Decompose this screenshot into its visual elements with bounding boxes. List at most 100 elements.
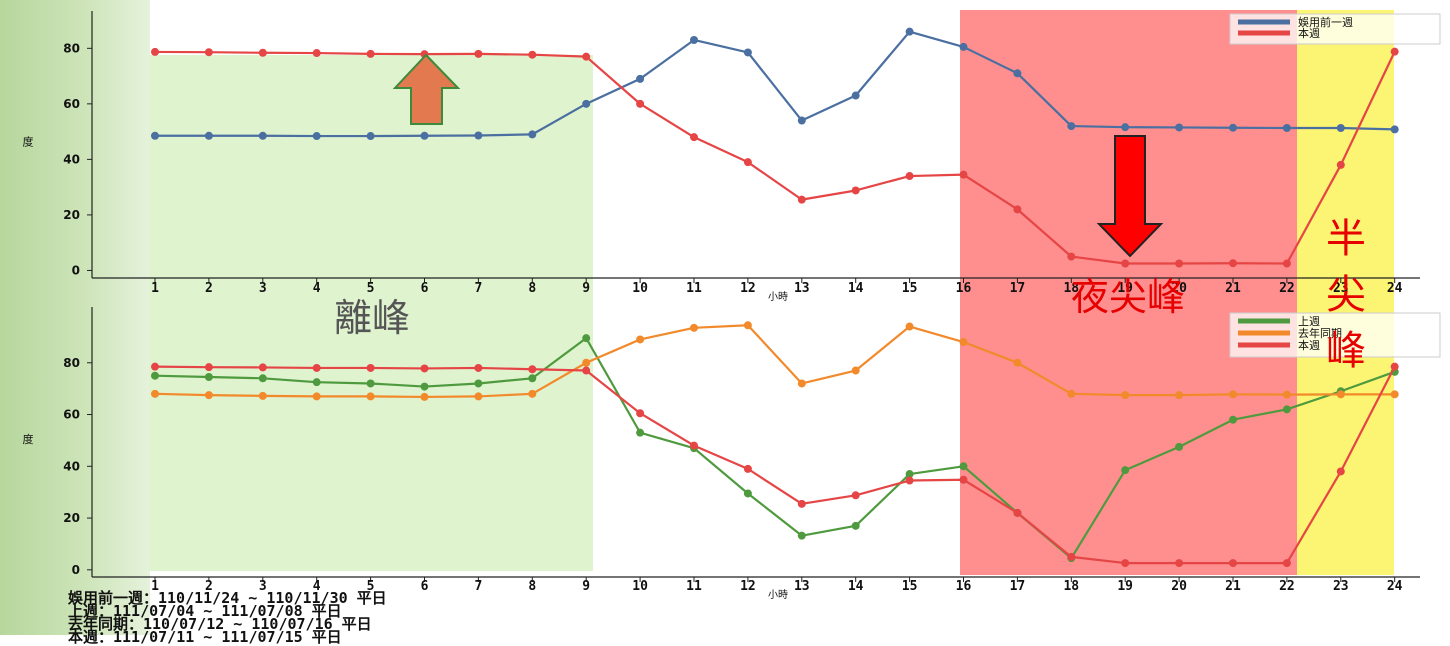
x-tick-label: 11	[686, 281, 702, 296]
data-point-last_year	[204, 391, 213, 400]
data-point-last_week	[312, 378, 321, 387]
data-point-last_year	[743, 321, 752, 330]
data-point-last_week	[528, 374, 537, 383]
zone-label-half-peak-1: 半	[1326, 216, 1366, 262]
x-tick-label: 14	[848, 281, 864, 296]
data-point-this_week	[959, 475, 968, 484]
data-point-last_week	[1282, 405, 1291, 414]
data-point-this_week	[1067, 252, 1076, 261]
data-point-last_year	[1175, 391, 1184, 400]
y-tick-label: 80	[63, 356, 80, 370]
data-point-last_week	[582, 334, 591, 343]
data-point-pre_month	[258, 131, 267, 140]
x-tick-label: 3	[259, 281, 267, 296]
series-line-last_year	[154, 324, 1395, 399]
note-line: 娛用前一週：110/11/24 ~ 110/11/30 平日	[68, 589, 387, 607]
series-line-last_week	[154, 337, 1396, 560]
data-point-pre_month	[151, 131, 159, 140]
x-tick-label: 21	[1225, 579, 1241, 594]
data-point-last_year	[474, 392, 483, 401]
data-point-this_week	[528, 365, 537, 374]
data-point-this_week	[1067, 552, 1076, 561]
data-point-last_week	[420, 382, 429, 391]
y-tick-label: 20	[63, 208, 80, 222]
arrow-down-icon	[1096, 135, 1164, 258]
x-tick-label: 13	[794, 579, 810, 594]
note-line: 本週：111/07/11 ~ 111/07/15 平日	[68, 628, 342, 646]
data-point-this_week	[1013, 205, 1022, 214]
y-tick-label: 40	[63, 459, 80, 473]
note-line: 上週：111/07/04 ~ 111/07/08 平日	[68, 602, 342, 620]
legend-label: 上週	[1298, 315, 1320, 328]
night-peak-zone	[960, 10, 1297, 575]
series-line-pre_month	[155, 30, 1395, 138]
x-axis-label: 小時	[768, 291, 788, 303]
data-point-pre_month	[1013, 69, 1022, 78]
data-point-this_week	[690, 133, 698, 142]
data-point-last_year	[1282, 390, 1291, 399]
x-tick-label: 13	[794, 281, 810, 296]
half-peak-zone	[1297, 10, 1394, 575]
data-point-this_week	[690, 441, 698, 450]
data-point-this_week	[312, 363, 321, 372]
x-tick-label: 4	[313, 281, 321, 296]
data-point-last_week	[204, 373, 213, 381]
x-tick-label: 6	[421, 579, 429, 594]
data-point-pre_month	[797, 116, 806, 125]
data-point-this_week	[204, 363, 213, 372]
data-point-last_week	[1121, 466, 1130, 475]
x-tick-label: 11	[686, 579, 702, 594]
legend-label: 去年同期	[1298, 326, 1342, 340]
data-point-last_year	[1229, 390, 1237, 399]
data-point-last_year	[1067, 389, 1076, 398]
data-point-last_year	[690, 323, 698, 332]
x-tick-label: 23	[1333, 579, 1349, 594]
data-point-pre_month	[1229, 123, 1237, 132]
data-point-pre_month	[1336, 124, 1345, 133]
data-point-this_week	[1229, 559, 1237, 568]
data-point-pre_month	[582, 99, 591, 108]
x-tick-label: 8	[528, 579, 536, 594]
data-point-last_week	[1229, 415, 1237, 424]
data-point-this_week	[1013, 508, 1022, 517]
data-point-last_week	[905, 470, 914, 479]
data-point-pre_month	[1175, 123, 1184, 132]
data-point-this_week	[797, 195, 806, 204]
x-tick-label: 5	[367, 281, 375, 296]
x-tick-label: 3	[259, 579, 267, 594]
data-point-last_year	[905, 322, 914, 331]
x-tick-label: 22	[1279, 579, 1295, 594]
data-point-last_year	[959, 338, 968, 347]
data-point-pre_month	[851, 91, 860, 100]
x-tick-label: 15	[902, 281, 918, 296]
data-point-this_week	[636, 99, 645, 108]
x-tick-label: 10	[632, 579, 648, 594]
x-tick-label: 24	[1387, 579, 1403, 594]
data-point-this_week	[743, 158, 752, 167]
data-point-this_week	[1336, 160, 1345, 169]
x-tick-label: 4	[313, 579, 321, 594]
x-tick-label: 19	[1117, 281, 1133, 296]
data-point-pre_month	[1390, 125, 1399, 134]
zone-label-half-peak-2: 尖	[1326, 272, 1366, 318]
arrow-up-icon	[392, 53, 461, 125]
data-point-pre_month	[743, 48, 752, 57]
data-point-this_week	[258, 48, 267, 57]
data-point-this_week	[582, 52, 591, 61]
data-point-pre_month	[312, 132, 321, 141]
data-point-this_week	[959, 170, 968, 179]
data-point-last_year	[582, 358, 591, 367]
data-point-pre_month	[204, 131, 213, 140]
data-point-last_week	[1175, 442, 1184, 451]
data-point-last_year	[528, 389, 537, 398]
x-tick-label: 16	[956, 281, 972, 296]
x-tick-label: 2	[205, 579, 213, 594]
x-tick-label: 8	[528, 281, 536, 296]
data-point-last_year	[366, 392, 375, 401]
data-point-pre_month	[366, 132, 375, 141]
data-point-last_week	[743, 489, 752, 498]
legend-label: 本週	[1298, 26, 1320, 40]
data-point-this_week	[1229, 259, 1237, 268]
data-point-this_week	[366, 363, 375, 372]
